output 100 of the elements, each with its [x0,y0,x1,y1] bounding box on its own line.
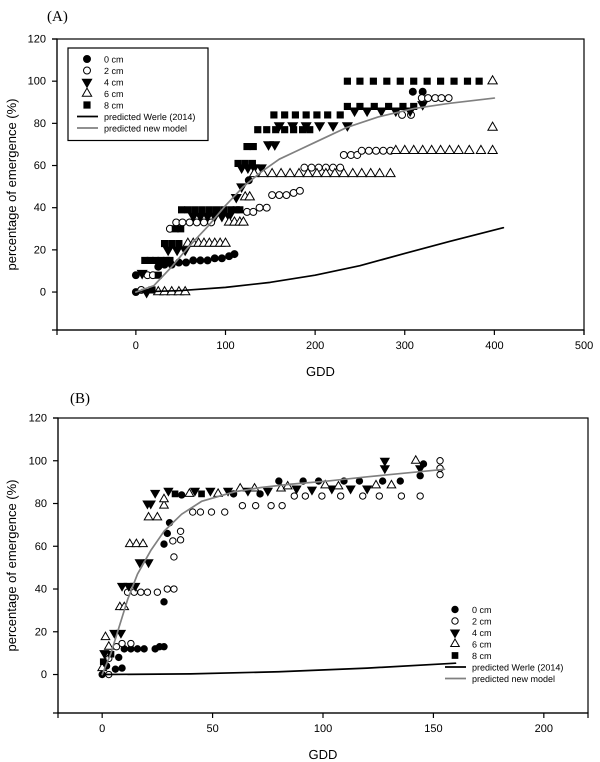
point [236,206,244,214]
point [154,272,162,279]
point [399,102,407,110]
point [221,508,228,516]
x-tick-label: 100 [314,722,332,735]
y-tick-label: 120 [28,34,46,46]
point [308,164,316,172]
point [346,151,355,159]
point [359,492,366,500]
point [230,250,238,258]
x-tick-label: 400 [485,340,504,352]
point [464,144,474,154]
point [177,225,184,232]
x-tick-label: 150 [424,722,443,735]
point [344,78,351,85]
point [132,271,140,280]
point [370,78,377,85]
point [150,490,160,498]
point [318,492,326,500]
point [376,492,384,500]
point [154,588,162,596]
point [184,488,194,497]
point [380,458,390,466]
y-axis-title: percentage of emergence (%) [4,480,19,652]
point [208,508,216,516]
point [244,191,255,200]
point [159,494,169,502]
point [267,502,275,510]
legend-label: 0 cm [104,54,124,64]
point [266,168,278,178]
point [281,126,288,134]
point [175,240,182,248]
point [296,186,304,195]
point [314,122,325,132]
point [336,164,344,172]
point [438,94,446,102]
point [302,111,310,118]
legend-label: 6 cm [104,88,124,99]
point [263,126,270,134]
point [210,254,219,262]
point [324,111,332,118]
point [204,256,212,264]
point [254,126,262,134]
point [356,78,364,85]
legend-label: 0 cm [472,604,492,615]
point [152,512,162,520]
x-axis-title: GDD [306,364,335,379]
point [186,218,194,226]
point [344,102,351,110]
point [220,238,231,247]
legend-label: 4 cm [104,77,124,88]
point [307,486,317,496]
point [206,206,213,214]
point [336,492,344,500]
point [234,160,242,167]
point [426,144,437,154]
point [398,492,406,500]
point [256,490,264,498]
point [396,477,404,485]
point [417,144,428,154]
y-tick-label: 40 [34,202,46,214]
point [330,168,340,178]
point [284,168,296,178]
point [362,107,372,117]
point [112,665,120,673]
point [372,146,380,155]
point [176,528,184,535]
point [396,78,404,85]
x-tick-label: 0 [99,722,106,735]
x-tick-label: 0 [132,340,139,352]
point [270,141,280,150]
point [435,144,446,154]
point [170,585,178,593]
legend-label: 6 cm [472,639,492,650]
point [487,122,498,131]
point [218,254,226,262]
x-axis-title: GDD [308,747,338,762]
point [338,168,349,178]
point [191,206,199,214]
point [212,206,220,214]
point [262,204,271,212]
point [249,208,258,216]
y-tick-label: 100 [28,76,46,88]
point [292,486,302,494]
y-tick-label: 60 [34,540,47,553]
x-tick-label: 500 [574,340,594,352]
point [290,188,298,197]
y-axis-title: percentage of emergence (%) [4,98,19,270]
point [100,650,110,659]
point [140,645,148,653]
point [160,240,168,248]
point [400,144,410,154]
y-tick-label: 40 [34,584,47,596]
point [169,537,177,545]
point [487,144,498,154]
point [383,78,390,85]
point [176,536,184,544]
point [356,102,364,110]
point [366,168,376,178]
point [196,508,204,516]
